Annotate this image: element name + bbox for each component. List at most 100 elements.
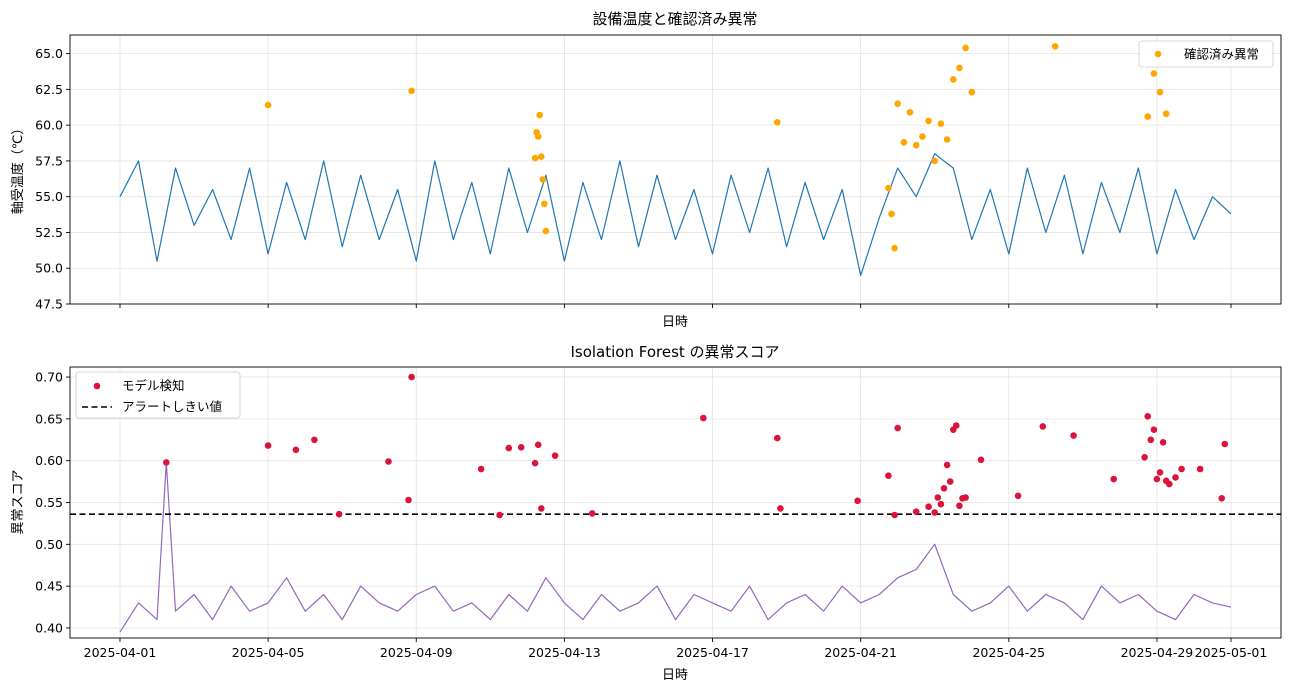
anomaly-marker xyxy=(943,136,951,143)
y-tick-label: 0.40 xyxy=(35,620,63,635)
anomaly-marker xyxy=(962,494,969,501)
anomaly-marker xyxy=(536,111,543,119)
anomaly-marker xyxy=(1156,88,1164,96)
anomaly-marker xyxy=(931,509,938,516)
anomaly-marker xyxy=(385,458,392,465)
anomaly-marker xyxy=(1147,436,1155,444)
anomaly-marker xyxy=(588,510,596,517)
anomaly-marker xyxy=(311,436,318,444)
legend-model-detection-label: モデル検知 xyxy=(122,378,185,393)
y-tick-label: 0.70 xyxy=(35,370,63,385)
anomaly-marker xyxy=(934,494,942,501)
y-tick-label: 57.5 xyxy=(35,153,63,168)
temperature-legend-box xyxy=(1138,40,1274,68)
anomaly-marker xyxy=(542,227,550,235)
score-legend: モデル検知 アラートしきい値 xyxy=(75,371,241,419)
y-tick-label: 60.0 xyxy=(35,118,63,133)
anomaly-marker xyxy=(1156,469,1164,476)
y-tick-label: 0.65 xyxy=(35,411,63,426)
anomaly-marker xyxy=(1166,480,1173,488)
anomaly-marker xyxy=(937,120,945,127)
y-tick-label: 47.5 xyxy=(35,297,63,312)
anomaly-marker xyxy=(885,184,892,192)
anomaly-marker xyxy=(912,508,920,515)
temperature-x-axis-label: 日時 xyxy=(662,315,688,330)
anomaly-marker xyxy=(408,373,415,381)
anomaly-marker xyxy=(477,465,485,473)
anomaly-marker xyxy=(292,446,300,454)
y-tick-label: 0.45 xyxy=(35,579,63,594)
anomaly-marker xyxy=(264,101,272,109)
score-x-ticks: 2025-04-01 2025-04-05 2025-04-09 2025-04-13… xyxy=(84,638,1267,660)
x-tick-label: 2025-04-01 xyxy=(84,645,157,660)
anomaly-score-chart: 0.400.450.500.550.600.650.70 2025-04-01 2… xyxy=(11,343,1282,683)
anomaly-marker xyxy=(1144,113,1151,120)
anomaly-marker xyxy=(335,510,343,518)
anomaly-marker xyxy=(1221,440,1229,448)
temperature-legend: 確認済み異常 xyxy=(1138,40,1274,68)
y-tick-label: 52.5 xyxy=(35,225,63,240)
anomaly-marker xyxy=(891,511,898,519)
x-tick-label: 2025-04-29 xyxy=(1121,645,1194,660)
y-tick-label: 62.5 xyxy=(35,82,63,97)
score-line xyxy=(119,461,1232,633)
anomaly-marker xyxy=(1051,43,1059,50)
series-line xyxy=(119,153,1232,276)
anomaly-marker xyxy=(163,459,170,466)
anomaly-marker xyxy=(977,456,985,464)
anomaly-marker xyxy=(517,444,525,451)
anomaly-marker xyxy=(937,500,945,508)
x-tick-label: 2025-04-05 xyxy=(232,645,305,660)
temperature-line xyxy=(119,153,1232,276)
series-line xyxy=(119,461,1232,633)
y-tick-label: 50.0 xyxy=(35,261,63,276)
anomaly-marker xyxy=(405,496,412,504)
legend-confirmed-anomaly-marker xyxy=(1154,50,1162,58)
y-tick-label: 55.0 xyxy=(35,189,63,204)
anomaly-marker xyxy=(931,157,938,165)
anomaly-marker xyxy=(950,76,957,83)
anomaly-marker xyxy=(968,88,976,96)
x-tick-label: 2025-04-09 xyxy=(380,645,453,660)
anomaly-marker xyxy=(538,505,545,512)
anomaly-marker xyxy=(1178,465,1185,473)
anomaly-marker xyxy=(953,422,960,429)
temperature-x-ticks xyxy=(119,304,1232,308)
y-tick-label: 0.60 xyxy=(35,453,63,468)
anomaly-marker xyxy=(943,461,951,469)
y-tick-label: 0.50 xyxy=(35,537,63,552)
anomaly-marker xyxy=(854,497,861,505)
score-legend-box xyxy=(75,371,241,419)
anomaly-marker xyxy=(700,414,707,422)
anomaly-marker xyxy=(408,87,415,95)
anomaly-marker xyxy=(1218,495,1225,502)
anomaly-marker xyxy=(1150,426,1158,434)
anomaly-marker xyxy=(539,176,547,183)
score-chart-title: Isolation Forest の異常スコア xyxy=(570,343,779,361)
temperature-grid xyxy=(70,35,1281,305)
anomaly-marker xyxy=(496,511,503,519)
anomaly-marker xyxy=(551,452,559,460)
anomaly-marker xyxy=(531,154,539,162)
anomaly-marker xyxy=(925,503,932,511)
legend-model-detection-marker xyxy=(93,382,101,390)
anomaly-marker xyxy=(1153,475,1161,483)
temperature-plot-frame xyxy=(69,34,1282,305)
anomaly-marker xyxy=(534,441,542,449)
anomaly-marker xyxy=(1110,475,1117,483)
score-y-ticks: 0.40 0.45 0.50 0.55 0.60 0.65 0.70 xyxy=(35,370,70,635)
y-tick-label: 65.0 xyxy=(35,46,63,61)
anomaly-marker xyxy=(534,133,542,140)
anomaly-marker xyxy=(541,200,548,208)
anomaly-marker xyxy=(925,117,932,125)
anomaly-marker xyxy=(894,424,901,432)
score-grid xyxy=(70,367,1281,638)
legend-confirmed-anomaly-label: 確認済み異常 xyxy=(1184,47,1259,62)
anomaly-marker xyxy=(538,153,545,160)
model-detection-points xyxy=(163,373,1229,519)
x-tick-label: 2025-04-25 xyxy=(972,645,1045,660)
anomaly-marker xyxy=(888,210,895,218)
anomaly-marker xyxy=(1196,465,1204,473)
